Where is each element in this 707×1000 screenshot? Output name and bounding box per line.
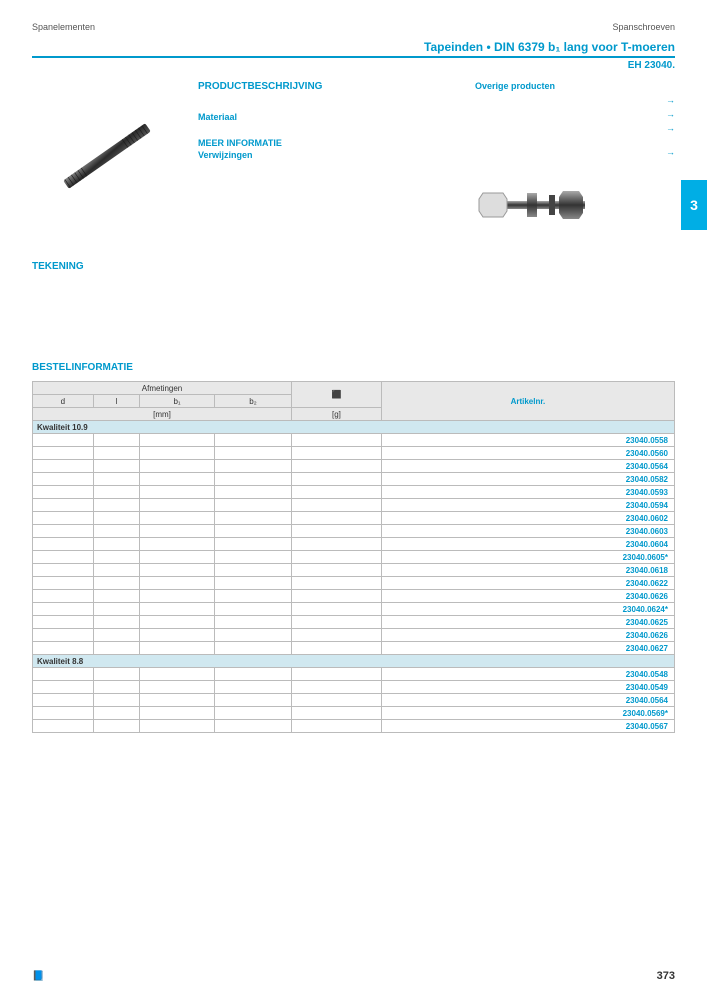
col-d: d — [33, 395, 94, 408]
arrow-icon[interactable]: → — [475, 95, 675, 105]
product-image — [32, 81, 182, 231]
group-1: Kwaliteit 10.9 — [33, 421, 675, 434]
arrow-icon[interactable]: → — [475, 147, 675, 157]
materiaal-label: Materiaal — [198, 112, 459, 122]
article-number[interactable]: 23040.0594 — [381, 499, 674, 512]
section-tab: 3 — [681, 180, 707, 230]
meer-info-label: MEER INFORMATIE — [198, 138, 459, 148]
overige-label: Overige producten — [475, 81, 675, 91]
table-row: 23040.0626 — [33, 629, 675, 642]
table-row: 23040.0582 — [33, 473, 675, 486]
table-row: 23040.0560 — [33, 447, 675, 460]
table-row: 23040.0603 — [33, 525, 675, 538]
article-number[interactable]: 23040.0569* — [381, 707, 674, 720]
unit-g: [g] — [292, 408, 382, 421]
article-number[interactable]: 23040.0593 — [381, 486, 674, 499]
table-row: 23040.0602 — [33, 512, 675, 525]
assembly-image — [475, 169, 595, 239]
article-number[interactable]: 23040.0627 — [381, 642, 674, 655]
page-number: 373 — [657, 970, 675, 982]
article-number[interactable]: 23040.0560 — [381, 447, 674, 460]
table-row: 23040.0548 — [33, 668, 675, 681]
col-b1: b₁ — [140, 395, 215, 408]
article-number[interactable]: 23040.0622 — [381, 577, 674, 590]
footer-icon: 📘 — [32, 971, 44, 982]
weight-icon: ⬛ — [292, 382, 382, 408]
header-right: Spanschroeven — [612, 22, 675, 32]
col-b2: b₂ — [214, 395, 291, 408]
table-row: 23040.0627 — [33, 642, 675, 655]
table-row: 23040.0622 — [33, 577, 675, 590]
article-number[interactable]: 23040.0626 — [381, 590, 674, 603]
article-number[interactable]: 23040.0558 — [381, 434, 674, 447]
article-number[interactable]: 23040.0564 — [381, 694, 674, 707]
desc-heading: PRODUCTBESCHRIJVING — [198, 81, 459, 92]
table-row: 23040.0624* — [33, 603, 675, 616]
table-row: 23040.0626 — [33, 590, 675, 603]
article-number[interactable]: 23040.0564 — [381, 460, 674, 473]
article-number[interactable]: 23040.0626 — [381, 629, 674, 642]
unit-mm: [mm] — [33, 408, 292, 421]
table-row: 23040.0564 — [33, 460, 675, 473]
article-number[interactable]: 23040.0582 — [381, 473, 674, 486]
col-l: l — [93, 395, 139, 408]
table-row: 23040.0593 — [33, 486, 675, 499]
tekening-heading: TEKENING — [32, 261, 675, 272]
table-row: 23040.0604 — [33, 538, 675, 551]
table-row: 23040.0625 — [33, 616, 675, 629]
order-table: Afmetingen ⬛ Artikelnr. d l b₁ b₂ [mm] [… — [32, 381, 675, 733]
arrow-icon[interactable]: → — [475, 123, 675, 133]
verwijzingen-label: Verwijzingen — [198, 150, 459, 160]
page-title: Tapeinden • DIN 6379 b₁ lang voor T-moer… — [32, 40, 675, 58]
article-number[interactable]: 23040.0605* — [381, 551, 674, 564]
group-2: Kwaliteit 8.8 — [33, 655, 675, 668]
afmetingen-header: Afmetingen — [33, 382, 292, 395]
table-row: 23040.0567 — [33, 720, 675, 733]
subtitle: EH 23040. — [32, 60, 675, 71]
table-row: 23040.0594 — [33, 499, 675, 512]
article-number[interactable]: 23040.0603 — [381, 525, 674, 538]
table-row: 23040.0569* — [33, 707, 675, 720]
artikelnr-header: Artikelnr. — [381, 382, 674, 421]
table-row: 23040.0558 — [33, 434, 675, 447]
header-left: Spanelementen — [32, 22, 95, 32]
article-number[interactable]: 23040.0625 — [381, 616, 674, 629]
article-number[interactable]: 23040.0548 — [381, 668, 674, 681]
article-number[interactable]: 23040.0549 — [381, 681, 674, 694]
article-number[interactable]: 23040.0604 — [381, 538, 674, 551]
table-row: 23040.0564 — [33, 694, 675, 707]
bestel-heading: BESTELINFORMATIE — [32, 362, 675, 373]
table-row: 23040.0618 — [33, 564, 675, 577]
article-number[interactable]: 23040.0618 — [381, 564, 674, 577]
article-number[interactable]: 23040.0567 — [381, 720, 674, 733]
arrow-icon[interactable]: → — [475, 109, 675, 119]
article-number[interactable]: 23040.0624* — [381, 603, 674, 616]
table-row: 23040.0549 — [33, 681, 675, 694]
article-number[interactable]: 23040.0602 — [381, 512, 674, 525]
table-row: 23040.0605* — [33, 551, 675, 564]
